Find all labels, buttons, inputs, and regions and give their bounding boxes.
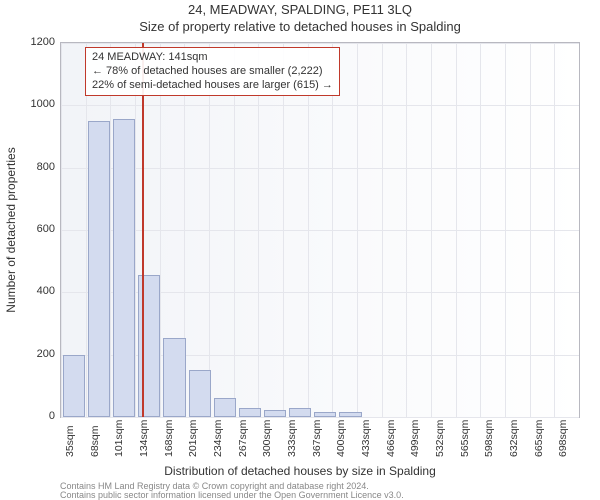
gridline-v <box>456 43 457 417</box>
gridline-v <box>209 43 210 417</box>
histogram-bar <box>289 408 311 417</box>
x-tick-label: 598sqm <box>483 420 495 457</box>
y-tick-label: 1000 <box>15 98 55 110</box>
gridline-h <box>61 43 579 44</box>
x-tick-label: 35sqm <box>64 425 76 457</box>
y-tick-label: 400 <box>15 285 55 297</box>
histogram-bar <box>339 412 361 417</box>
gridline-v <box>332 43 333 417</box>
x-tick-label: 300sqm <box>261 420 273 457</box>
gridline-h <box>61 417 579 418</box>
footer-line-2: Contains public sector information licen… <box>60 491 404 500</box>
x-tick-label: 532sqm <box>434 420 446 457</box>
gridline-v <box>283 43 284 417</box>
x-tick-label: 101sqm <box>113 420 125 457</box>
histogram-bar <box>239 408 261 417</box>
annotation-line: 22% of semi-detached houses are larger (… <box>92 79 333 93</box>
y-tick-label: 200 <box>15 348 55 360</box>
histogram-bar <box>113 119 135 417</box>
header-address: 24, MEADWAY, SPALDING, PE11 3LQ <box>0 2 600 17</box>
gridline-h <box>61 168 579 169</box>
histogram-bar <box>314 412 336 417</box>
histogram-bar <box>88 121 110 417</box>
gridline-h <box>61 105 579 106</box>
x-tick-label: 234sqm <box>212 420 224 457</box>
plot-area: 24 MEADWAY: 141sqm← 78% of detached hous… <box>60 42 580 418</box>
footer: Contains HM Land Registry data © Crown c… <box>60 482 404 500</box>
gridline-v <box>61 43 62 417</box>
gridline-v <box>505 43 506 417</box>
x-axis-title: Distribution of detached houses by size … <box>0 464 600 478</box>
x-tick-label: 466sqm <box>385 420 397 457</box>
x-tick-label: 333sqm <box>286 420 298 457</box>
x-tick-label: 565sqm <box>459 420 471 457</box>
gridline-v <box>382 43 383 417</box>
marker-line <box>142 43 144 417</box>
gridline-v <box>530 43 531 417</box>
x-tick-label: 134sqm <box>138 420 150 457</box>
gridline-v <box>406 43 407 417</box>
gridline-v <box>431 43 432 417</box>
x-tick-label: 433sqm <box>360 420 372 457</box>
chart-frame: 24, MEADWAY, SPALDING, PE11 3LQ Size of … <box>0 0 600 500</box>
y-tick-label: 600 <box>15 223 55 235</box>
histogram-bar <box>163 338 185 417</box>
x-tick-label: 367sqm <box>311 420 323 457</box>
gridline-v <box>554 43 555 417</box>
y-tick-label: 0 <box>15 410 55 422</box>
x-tick-label: 632sqm <box>508 420 520 457</box>
y-tick-label: 800 <box>15 161 55 173</box>
x-tick-label: 68sqm <box>89 425 101 457</box>
gridline-v <box>110 43 111 417</box>
gridline-v <box>357 43 358 417</box>
annotation-line: ← 78% of detached houses are smaller (2,… <box>92 65 333 79</box>
x-tick-label: 267sqm <box>237 420 249 457</box>
x-tick-label: 499sqm <box>409 420 421 457</box>
histogram-bar <box>63 355 85 417</box>
histogram-bar <box>264 410 286 417</box>
x-tick-label: 201sqm <box>187 420 199 457</box>
x-tick-label: 698sqm <box>557 420 569 457</box>
gridline-v <box>86 43 87 417</box>
gridline-v <box>480 43 481 417</box>
y-tick-label: 1200 <box>15 36 55 48</box>
gridline-v <box>234 43 235 417</box>
header-subtitle: Size of property relative to detached ho… <box>0 19 600 34</box>
gridline-v <box>258 43 259 417</box>
x-tick-label: 665sqm <box>533 420 545 457</box>
x-tick-label: 400sqm <box>335 420 347 457</box>
histogram-bar <box>214 398 236 417</box>
gridline-v <box>308 43 309 417</box>
header: 24, MEADWAY, SPALDING, PE11 3LQ Size of … <box>0 0 600 34</box>
gridline-h <box>61 230 579 231</box>
annotation-line: 24 MEADWAY: 141sqm <box>92 51 333 65</box>
histogram-bar <box>189 370 211 417</box>
x-tick-label: 168sqm <box>163 420 175 457</box>
annotation-box: 24 MEADWAY: 141sqm← 78% of detached hous… <box>85 47 340 96</box>
